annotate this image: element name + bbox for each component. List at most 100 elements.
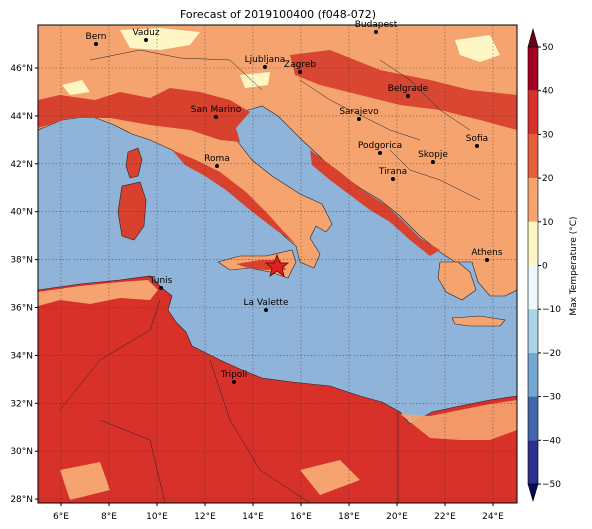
colorbar-tick-label: −20 (542, 349, 561, 359)
borders (59, 49, 481, 503)
colorbar-segment (528, 90, 538, 135)
city-label: Bern (86, 32, 107, 42)
city-dot (159, 286, 163, 290)
city-label: Zagreb (284, 60, 316, 70)
cool-zone (240, 72, 270, 88)
cool-zone (62, 80, 90, 95)
city-dot (391, 177, 395, 181)
lat-tick-label: 44°N (10, 112, 33, 122)
lat-tick-label: 28°N (10, 495, 33, 505)
colorbar-segment (528, 440, 538, 484)
city-label: Vaduz (132, 28, 159, 38)
lon-tick-label: 10°E (146, 512, 168, 522)
lat-tick-label: 40°N (10, 208, 33, 218)
colorbar-extend-bottom (527, 483, 539, 503)
city-dot (214, 115, 218, 119)
city-dot (215, 164, 219, 168)
map-frame (37, 24, 518, 504)
city-label: Sofia (466, 134, 488, 144)
city-label: Skopje (418, 150, 448, 160)
lon-tick-label: 18°E (338, 512, 360, 522)
city-dot (485, 258, 489, 262)
city-label: Podgorica (358, 141, 402, 151)
lat-tick-label: 34°N (10, 351, 33, 361)
colorbar-tick-label: 50 (542, 43, 554, 53)
lon-tick-label: 22°E (434, 512, 456, 522)
colorbar-tick-label: −30 (542, 393, 561, 403)
colorbar-segment (528, 221, 538, 266)
colorbar-tick-label: 0 (542, 262, 548, 272)
warm-zone (310, 150, 440, 256)
colorbar-extend-top (527, 27, 539, 48)
city-label: Tirana (378, 167, 407, 177)
cool-zone (120, 28, 200, 50)
city-label: Athens (471, 248, 502, 258)
colorbar-segment (528, 265, 538, 310)
city-dot (94, 42, 98, 46)
colorbar-tick-label: −10 (542, 305, 561, 315)
lon-tick-label: 6°E (53, 512, 69, 522)
lat-tick-label: 46°N (10, 64, 33, 74)
lon-tick-label: 14°E (242, 512, 264, 522)
colorbar-tick-label: −50 (542, 480, 561, 490)
city-dot (298, 70, 302, 74)
colorbar-tick-label: −40 (542, 436, 561, 446)
lon-tick-label: 8°E (101, 512, 117, 522)
city-label: Roma (204, 154, 230, 164)
city-dot (374, 30, 378, 34)
lon-tick-label: 20°E (386, 512, 408, 522)
colorbar-label: Max Temperature (°C) (569, 216, 579, 315)
cool-zone (455, 35, 500, 62)
city-label: Budapest (355, 20, 398, 30)
city-dot (431, 160, 435, 164)
city-dot (406, 94, 410, 98)
colorbar-segment (528, 396, 538, 441)
map-area (38, 25, 517, 503)
land-crete (451, 315, 506, 327)
lon-tick-label: 12°E (194, 512, 216, 522)
colorbar-segment (528, 178, 538, 222)
colorbar-tick-label: 20 (542, 174, 554, 184)
warm-zone (38, 88, 250, 142)
graticule (38, 25, 517, 503)
lat-tick-label: 38°N (10, 256, 33, 266)
warm-zone (300, 460, 360, 495)
city-dot (232, 380, 236, 384)
colorbar-segment (528, 47, 538, 91)
city-label: Belgrade (388, 84, 429, 94)
city-dot (264, 308, 268, 312)
land-corsica (125, 147, 143, 179)
colorbar: 50 40 30 20 10 0 −10 −20 −30 −40 −50 (527, 27, 561, 503)
land-sardinia (117, 181, 147, 241)
colorbar-tick-label: 40 (542, 87, 554, 97)
colorbar-tick-label: 10 (542, 218, 554, 228)
city-label: Tripoli (220, 370, 248, 380)
warm-zone (290, 50, 517, 130)
warm-zone (38, 280, 158, 306)
city-label: Sarajevo (339, 107, 379, 117)
lon-tick-label: 16°E (290, 512, 312, 522)
colorbar-segment (528, 309, 538, 353)
colorbar-segment (528, 134, 538, 179)
star-marker (264, 253, 290, 277)
city-dot (357, 117, 361, 121)
lat-tick-label: 32°N (10, 399, 33, 409)
city-dot (144, 38, 148, 42)
lon-tick-label: 24°E (482, 512, 504, 522)
city-dot (378, 151, 382, 155)
city-dot (475, 144, 479, 148)
lat-tick-label: 30°N (10, 447, 33, 457)
city-dot (263, 65, 267, 69)
colorbar-tick-label: 30 (542, 130, 554, 140)
warm-zone (172, 150, 296, 244)
warm-zone (400, 400, 517, 440)
city-label: Tunis (149, 276, 173, 286)
title: Forecast of 2019100400 (f048-072) (180, 8, 376, 21)
lat-tick-label: 36°N (10, 304, 33, 314)
city-label: San Marino (191, 105, 242, 115)
lat-tick-label: 42°N (10, 160, 33, 170)
land-greece-south (437, 261, 477, 301)
colorbar-segment (528, 352, 538, 397)
city-label: Ljubljana (245, 55, 286, 65)
